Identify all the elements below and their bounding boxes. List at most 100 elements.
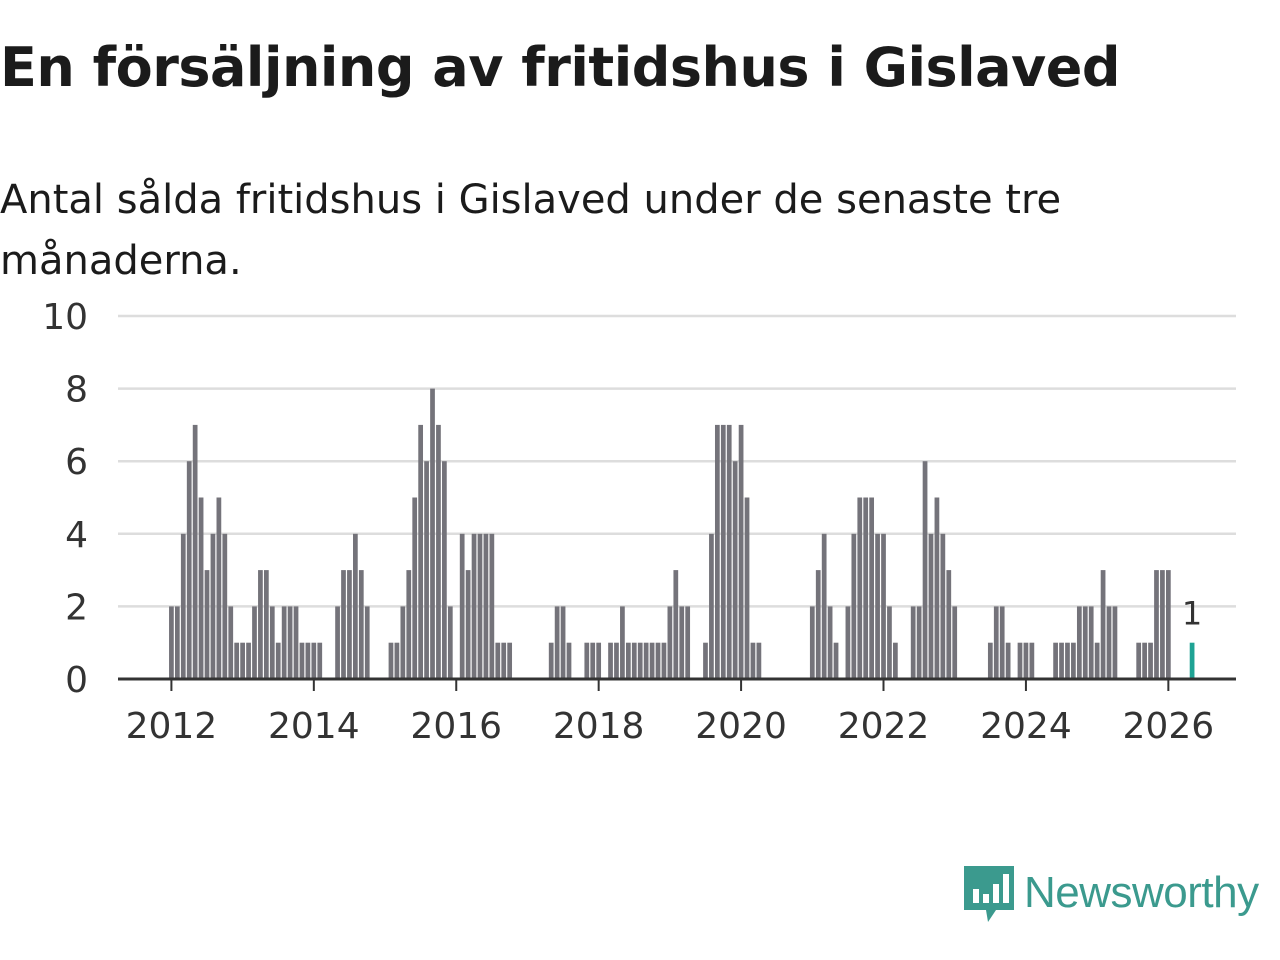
bar [756, 642, 762, 679]
bar [851, 533, 857, 679]
bar [732, 461, 738, 679]
bar [252, 606, 257, 679]
bar-chart: 0 2 4 6 8 10 2012 2014 2016 2018 2020 2022 2024 2026… [42, 297, 1236, 747]
y-tick-label: 8 [65, 370, 88, 411]
bar [625, 642, 631, 679]
bar [305, 642, 311, 679]
bar [293, 606, 299, 679]
bar [833, 642, 839, 679]
bar [186, 461, 192, 679]
bar [863, 497, 869, 679]
bar [1160, 570, 1165, 679]
bar [263, 570, 269, 679]
bar [1094, 642, 1100, 679]
bar [881, 533, 886, 679]
bar [1017, 642, 1023, 679]
x-tick-label: 2024 [980, 706, 1072, 747]
bar [501, 642, 507, 679]
highlight-data-label: 1 [1182, 595, 1202, 633]
bar [750, 642, 756, 679]
bar [412, 497, 418, 679]
bar [679, 606, 685, 679]
bar [1148, 642, 1153, 679]
bar [1076, 606, 1082, 679]
y-tick-label: 0 [65, 660, 88, 701]
bar [940, 533, 946, 679]
bar [655, 642, 661, 679]
bar [673, 570, 679, 679]
bar [554, 606, 560, 679]
bar [952, 606, 958, 679]
brand-name: Newsworthy [1024, 868, 1259, 917]
bar [1029, 642, 1035, 679]
bar [560, 606, 566, 679]
bar [993, 606, 999, 679]
bar [400, 606, 406, 679]
bar [827, 606, 833, 679]
bar [388, 642, 394, 679]
bar [1065, 642, 1070, 679]
bar [1136, 642, 1142, 679]
bar [685, 606, 691, 679]
newsworthy-logo: Newsworthy [962, 862, 1259, 924]
x-tick-label: 2012 [126, 706, 218, 747]
bar [471, 533, 477, 679]
x-axis-ticks: 2012 2014 2016 2018 2020 2022 2024 2026 [126, 679, 1214, 747]
bar [281, 606, 287, 679]
bar [311, 642, 317, 679]
bar [999, 606, 1005, 679]
bar-highlight [1189, 642, 1195, 679]
bar [299, 642, 305, 679]
bar [489, 533, 495, 679]
bar [169, 606, 174, 679]
bar [922, 461, 928, 679]
bar [495, 642, 501, 679]
bar [406, 570, 412, 679]
bar [869, 497, 875, 679]
bar [246, 642, 251, 679]
bar [643, 642, 649, 679]
x-tick-label: 2014 [268, 706, 360, 747]
bar [210, 533, 216, 679]
bar [424, 461, 429, 679]
bar [358, 570, 364, 679]
bars [169, 388, 1195, 679]
bar [459, 533, 465, 679]
bar [875, 533, 880, 679]
bar [893, 642, 898, 679]
bar [447, 606, 453, 679]
y-tick-label: 10 [42, 297, 88, 338]
bar [222, 533, 228, 679]
x-tick-label: 2020 [695, 706, 787, 747]
bar [1088, 606, 1094, 679]
bar [845, 606, 851, 679]
bar [180, 533, 186, 679]
bar [584, 642, 590, 679]
bar [987, 642, 993, 679]
bar [335, 606, 340, 679]
bar [287, 606, 293, 679]
bar [174, 606, 180, 679]
bar [341, 570, 346, 679]
bar [726, 424, 732, 679]
bar [507, 642, 513, 679]
x-tick-label: 2022 [838, 706, 930, 747]
bar [258, 570, 263, 679]
bar [483, 533, 489, 679]
y-tick-label: 2 [65, 587, 88, 628]
bar [364, 606, 370, 679]
bar [910, 606, 916, 679]
y-tick-label: 4 [65, 515, 88, 556]
bar [709, 533, 714, 679]
bar [720, 424, 726, 679]
bar [1142, 642, 1147, 679]
grid-lines [118, 314, 1236, 608]
bar [661, 642, 667, 679]
bar [738, 424, 744, 679]
bar [198, 497, 204, 679]
bar [934, 497, 940, 679]
bar [821, 533, 827, 679]
bar [240, 642, 245, 679]
bar [1082, 606, 1088, 679]
bar [436, 424, 441, 679]
